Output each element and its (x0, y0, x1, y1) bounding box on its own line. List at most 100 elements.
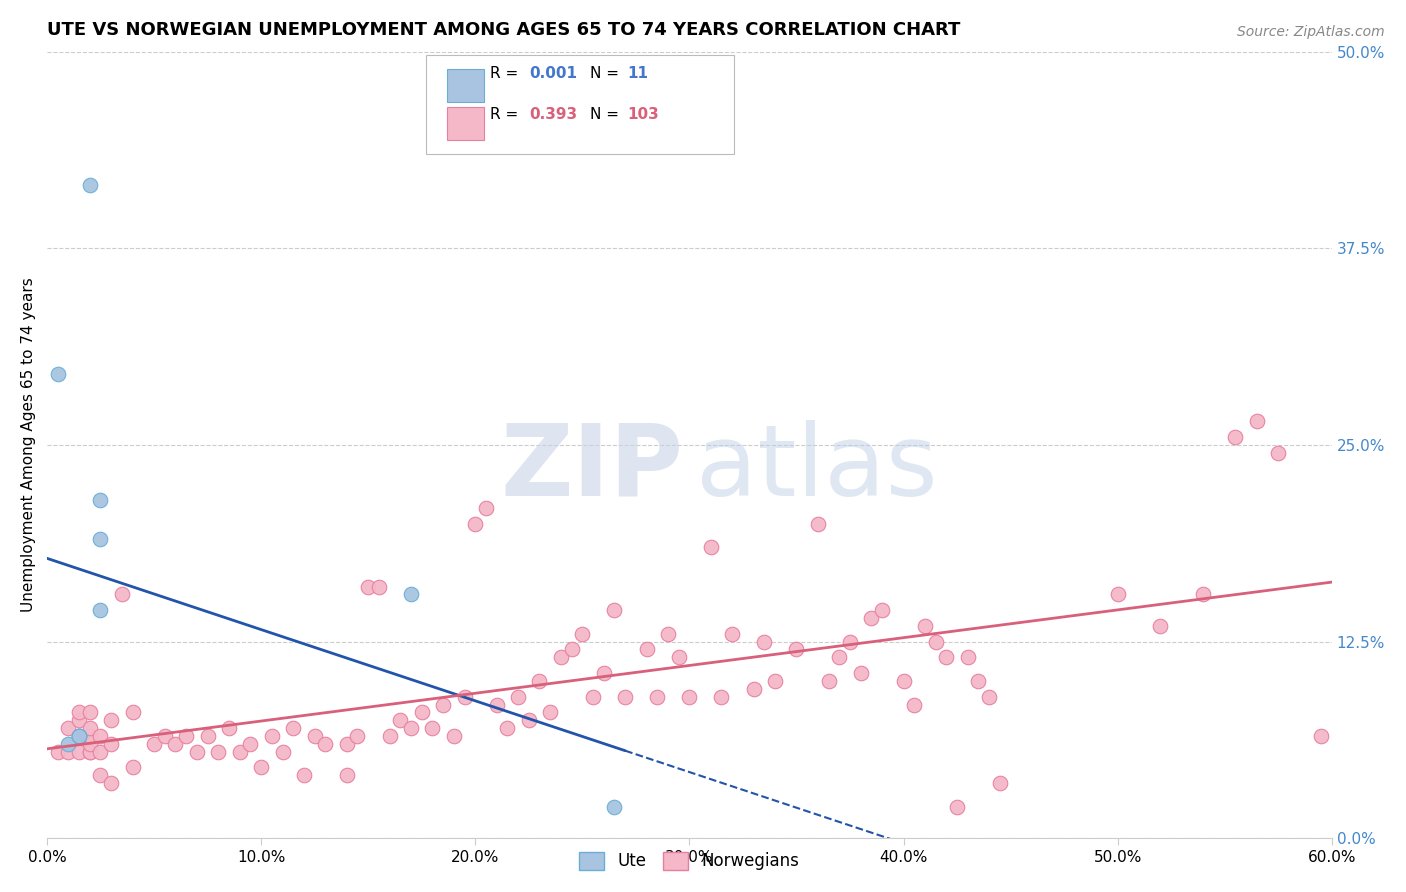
Point (1267, 446, 1289, 460)
Point (357, 580, 380, 594)
Point (1310, 729, 1333, 743)
Point (475, 500, 498, 515)
Point (67, 706, 90, 720)
Text: 11: 11 (627, 66, 648, 81)
Point (614, 690, 637, 704)
Y-axis label: Unemployment Among Ages 65 to 74 years: Unemployment Among Ages 65 to 74 years (21, 277, 35, 612)
Point (367, 580, 389, 594)
Legend: Ute, Norwegians: Ute, Norwegians (572, 845, 806, 877)
Point (1107, 587, 1129, 601)
Point (710, 690, 733, 704)
Point (529, 673, 551, 688)
Point (67, 713, 90, 727)
Point (988, 776, 1011, 790)
Point (914, 619, 936, 633)
Point (271, 745, 294, 759)
Point (58, 721, 80, 735)
Point (79, 178, 101, 193)
Point (893, 673, 915, 688)
FancyBboxPatch shape (447, 69, 484, 102)
Point (1192, 587, 1215, 601)
Point (967, 673, 990, 688)
Text: N =: N = (591, 107, 624, 122)
Point (946, 800, 969, 814)
Point (111, 587, 134, 601)
Point (336, 768, 359, 782)
Point (1225, 430, 1247, 444)
Point (432, 698, 454, 712)
Text: Source: ZipAtlas.com: Source: ZipAtlas.com (1237, 25, 1385, 39)
Point (67, 745, 90, 759)
FancyBboxPatch shape (447, 106, 484, 140)
Point (956, 650, 979, 665)
Point (165, 737, 187, 751)
Point (89, 729, 111, 743)
Point (464, 516, 486, 531)
Point (174, 729, 197, 743)
Point (346, 729, 368, 743)
Text: UTE VS NORWEGIAN UNEMPLOYMENT AMONG AGES 65 TO 74 YEARS CORRELATION CHART: UTE VS NORWEGIAN UNEMPLOYMENT AMONG AGES… (46, 21, 960, 39)
Point (411, 706, 433, 720)
Point (561, 642, 583, 657)
Point (197, 729, 219, 743)
Point (89, 493, 111, 508)
Text: R =: R = (491, 107, 523, 122)
Point (582, 690, 605, 704)
Point (924, 634, 946, 648)
Point (89, 533, 111, 547)
Point (592, 666, 614, 681)
Point (506, 690, 529, 704)
Point (603, 603, 626, 617)
Point (785, 642, 807, 657)
Point (571, 626, 593, 640)
Point (399, 587, 422, 601)
Point (979, 690, 1001, 704)
Point (260, 729, 283, 743)
Point (422, 721, 444, 735)
Point (678, 690, 700, 704)
Point (79, 721, 101, 735)
Point (1246, 414, 1268, 428)
Point (89, 745, 111, 759)
Point (314, 737, 336, 751)
Point (657, 626, 679, 640)
Point (828, 650, 851, 665)
Point (1149, 619, 1171, 633)
Point (218, 721, 240, 735)
Point (89, 768, 111, 782)
Point (336, 737, 359, 751)
Point (763, 673, 786, 688)
Point (645, 690, 668, 704)
Point (100, 737, 122, 751)
Point (849, 666, 872, 681)
Text: atlas: atlas (696, 420, 938, 517)
Point (121, 706, 143, 720)
Point (186, 745, 208, 759)
FancyBboxPatch shape (426, 55, 734, 153)
Text: R =: R = (491, 66, 523, 81)
Point (46, 745, 69, 759)
Point (935, 650, 957, 665)
Point (143, 737, 166, 751)
Point (58, 745, 80, 759)
Point (239, 737, 262, 751)
Point (89, 603, 111, 617)
Point (79, 706, 101, 720)
Point (207, 745, 229, 759)
Point (496, 721, 519, 735)
Point (79, 745, 101, 759)
Point (399, 721, 422, 735)
Point (485, 698, 508, 712)
Point (453, 690, 475, 704)
Point (67, 729, 90, 743)
Point (46, 367, 69, 381)
Point (67, 729, 90, 743)
Point (807, 516, 830, 531)
Point (603, 800, 626, 814)
Point (67, 729, 90, 743)
Point (870, 603, 893, 617)
Point (100, 713, 122, 727)
Text: ZIP: ZIP (501, 420, 683, 517)
Point (636, 642, 658, 657)
Point (79, 745, 101, 759)
